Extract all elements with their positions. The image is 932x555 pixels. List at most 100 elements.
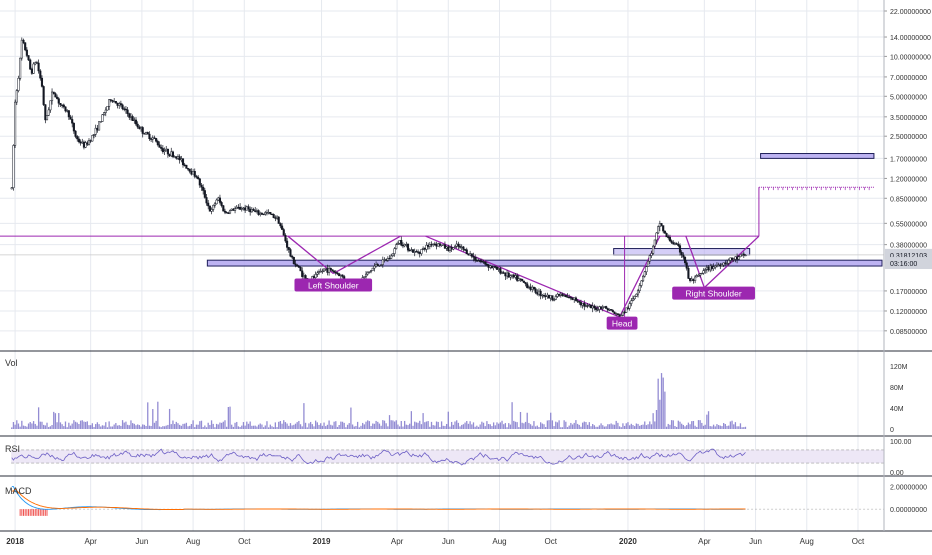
candle-body <box>547 294 551 299</box>
candle-body <box>57 98 60 104</box>
candle-body <box>376 264 379 266</box>
candle-body <box>437 243 440 247</box>
candle-body <box>581 303 584 306</box>
x-tick-label: Aug <box>800 537 814 546</box>
right-shoulder-line-b[interactable] <box>685 235 705 288</box>
price-tick-label: 10.00000000 <box>890 54 931 61</box>
candle-body <box>378 264 381 267</box>
candle-body <box>255 210 258 212</box>
candle-body <box>59 103 62 106</box>
right-shoulder-line[interactable] <box>703 235 760 289</box>
candle-body <box>544 295 547 297</box>
x-tick-label: Oct <box>544 537 557 546</box>
candle-body <box>467 253 470 256</box>
candle-body <box>559 293 562 296</box>
candle-body <box>292 257 295 265</box>
x-tick-label: Apr <box>84 537 97 546</box>
price-tick-label: 2.50000000 <box>890 134 927 141</box>
pattern-label[interactable]: Left Shoulder <box>294 278 373 292</box>
target-zone-box[interactable] <box>760 153 875 159</box>
candle-body <box>610 309 613 311</box>
candle-body <box>440 244 443 246</box>
candle-body <box>744 254 747 257</box>
candle-body <box>247 206 250 210</box>
candle-body <box>521 278 524 282</box>
candle-body <box>469 253 472 256</box>
candle-body <box>625 307 628 313</box>
candle-body <box>375 264 378 267</box>
candle-body <box>81 141 84 144</box>
candle-body <box>368 271 371 273</box>
candle-body <box>689 278 692 281</box>
candle-body <box>371 267 374 271</box>
pattern-label[interactable]: Right Shoulder <box>672 286 755 300</box>
volume-pane[interactable] <box>11 373 747 429</box>
candle-body <box>116 102 119 106</box>
x-tick-label: Jun <box>749 537 762 546</box>
candle-body <box>212 205 215 210</box>
pattern-label[interactable]: Head <box>606 316 638 330</box>
candle-body <box>257 210 260 215</box>
candlestick-series[interactable] <box>10 37 747 321</box>
candle-body <box>507 272 510 278</box>
candle-body <box>670 240 673 243</box>
price-pane[interactable]: Left Shoulder Head Right Shoulder <box>0 37 884 330</box>
candle-body <box>326 268 329 273</box>
macd-pane[interactable] <box>11 486 884 516</box>
candle-body <box>680 251 683 256</box>
candle-body <box>72 122 75 132</box>
head-line-a[interactable] <box>425 235 620 318</box>
candle-body <box>457 243 460 247</box>
candle-body <box>39 70 42 79</box>
candle-body <box>186 168 190 170</box>
price-tick-label: 1.70000000 <box>890 156 927 163</box>
candle-body <box>138 126 141 130</box>
candle-body <box>203 190 206 198</box>
candle-body <box>450 247 453 250</box>
candle-body <box>69 116 72 120</box>
price-tick-label: 0.38000000 <box>890 243 927 250</box>
candle-body <box>210 209 213 212</box>
candle-body <box>54 93 57 98</box>
candle-body <box>636 290 640 295</box>
candle-body <box>704 269 707 271</box>
candle-body <box>470 253 473 257</box>
candle-body <box>588 304 591 307</box>
left-shoulder-line-a[interactable] <box>287 235 334 275</box>
candle-body <box>386 258 389 261</box>
candle-body <box>734 256 737 260</box>
x-tick-label: Jun <box>442 537 455 546</box>
candle-body <box>96 127 99 131</box>
left-shoulder-line-b[interactable] <box>332 235 401 275</box>
macd-tick-label: 2.00000000 <box>890 485 927 492</box>
candle-body <box>30 68 33 74</box>
candle-body <box>223 210 227 213</box>
candle-body <box>321 270 324 273</box>
candle-body <box>489 265 492 268</box>
candle-body <box>502 272 505 274</box>
candle-body <box>438 243 441 246</box>
candle-body <box>230 208 233 211</box>
candle-body <box>395 244 398 249</box>
candle-body <box>558 293 561 296</box>
candle-body <box>151 137 154 140</box>
candle-body <box>77 138 80 142</box>
candle-body <box>82 141 86 148</box>
candle-body <box>20 39 23 59</box>
candle-body <box>435 243 438 247</box>
candle-body <box>10 187 13 190</box>
rsi-pane[interactable] <box>11 448 885 466</box>
rsi-band <box>11 449 885 464</box>
candle-body <box>427 244 430 247</box>
candle-body <box>428 244 431 247</box>
candle-body <box>32 63 35 74</box>
candle-body <box>366 272 369 275</box>
candle-body <box>479 260 482 262</box>
support-zone-box[interactable] <box>206 259 883 267</box>
price-tick-label: 0.85000000 <box>890 196 927 203</box>
x-tick-label: Aug <box>492 537 506 546</box>
candle-body <box>146 132 149 135</box>
candle-body <box>205 197 208 204</box>
